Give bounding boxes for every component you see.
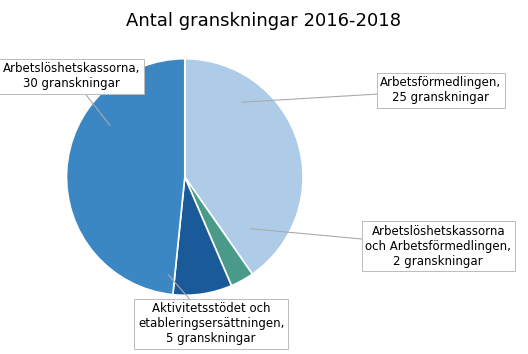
Text: Arbetsförmedlingen,
25 granskningar: Arbetsförmedlingen, 25 granskningar: [380, 76, 502, 104]
Wedge shape: [67, 59, 185, 295]
Text: Arbetslöshetskassorna
och Arbetsförmedlingen,
2 granskningar: Arbetslöshetskassorna och Arbetsförmedli…: [365, 224, 511, 268]
Wedge shape: [173, 177, 231, 295]
Text: Arbetslöshetskassorna,
30 granskningar: Arbetslöshetskassorna, 30 granskningar: [3, 62, 140, 90]
Wedge shape: [185, 177, 252, 286]
Wedge shape: [185, 59, 303, 274]
Text: Aktivitetsstödet och
etableringsersättningen,
5 granskningar: Aktivitetsstödet och etableringsersättni…: [138, 302, 285, 346]
Text: Antal granskningar 2016-2018: Antal granskningar 2016-2018: [127, 12, 401, 30]
